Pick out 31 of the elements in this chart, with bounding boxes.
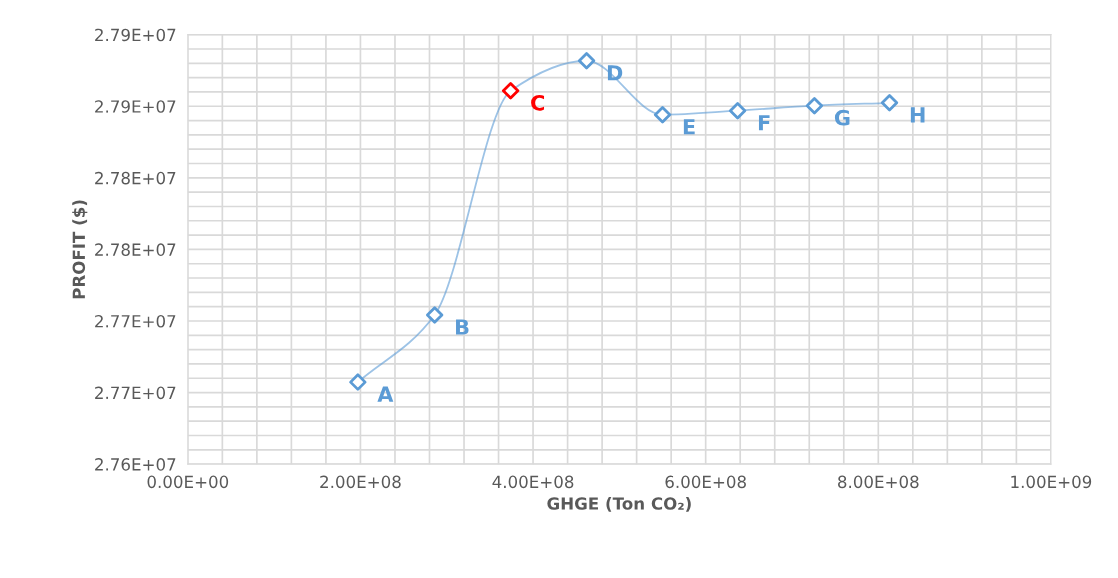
point	[880, 94, 899, 112]
x-tick-label: 6.00E+08	[665, 475, 746, 489]
point	[349, 373, 367, 391]
x-tick-label: 1.00E+09	[1011, 475, 1092, 489]
annotation: H	[910, 107, 925, 123]
point	[728, 102, 747, 120]
x-tick-label: 2.00E+08	[320, 475, 401, 489]
y-tick-label: 2.77E+07	[95, 386, 176, 400]
x-axis-title: GHGE (Ton CO₂)	[547, 496, 691, 512]
y-tick-label: 2.77E+07	[95, 314, 176, 328]
y-tick-label: 2.78E+07	[95, 171, 176, 185]
point	[577, 52, 596, 70]
annotation: F	[758, 115, 770, 131]
y-tick-label: 2.79E+07	[95, 100, 176, 113]
x-tick-label: 4.00E+08	[492, 475, 574, 489]
y-axis-title: PROFIT ($)	[72, 200, 88, 299]
y-tick-label: 2.76E+07	[95, 458, 176, 471]
point	[653, 106, 672, 124]
annotation: D	[607, 65, 623, 81]
point	[805, 97, 824, 115]
x-tick-label: 8.00E+08	[838, 475, 919, 489]
annotation: C	[531, 94, 545, 111]
y-tick-label: 2.78E+07	[95, 243, 176, 256]
annotation: E	[683, 119, 695, 135]
annotation: B	[456, 319, 469, 335]
point	[501, 82, 520, 100]
x-tick-label: 0.00E+00	[147, 475, 229, 489]
point	[426, 306, 444, 324]
annotation: G	[834, 109, 850, 126]
annotation: A	[377, 386, 394, 402]
y-tick-label: 2.79E+07	[95, 28, 176, 42]
